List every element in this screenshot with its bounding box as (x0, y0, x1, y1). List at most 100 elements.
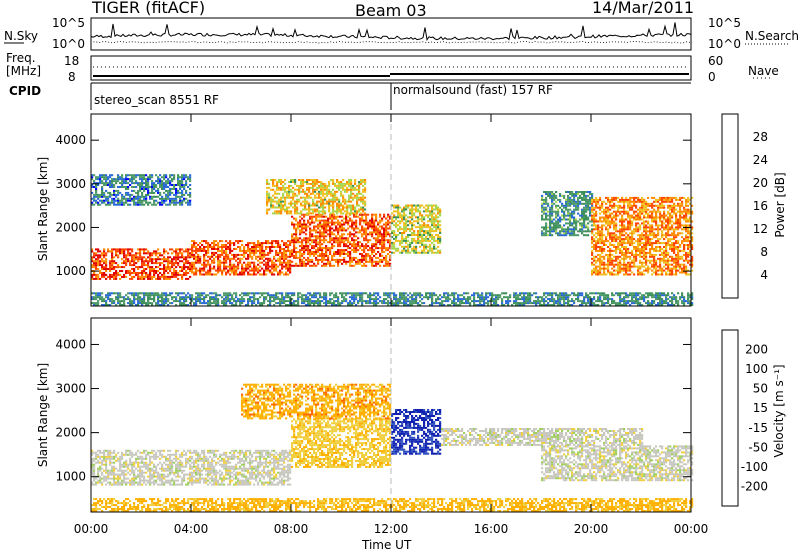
echo-cell (266, 205, 268, 207)
echo-cell (330, 199, 332, 201)
echo-cell (573, 228, 575, 230)
echo-cell (367, 255, 369, 257)
echo-cell (175, 262, 177, 264)
echo-cell (233, 248, 235, 250)
echo-cell (311, 239, 313, 241)
echo-cell (397, 212, 399, 214)
echo-cell (583, 222, 585, 224)
echo-cell (685, 260, 687, 262)
echo-cell (613, 256, 615, 258)
echo-cell (551, 228, 553, 230)
echo-cell (379, 243, 381, 245)
echo-cell (381, 235, 383, 237)
echo-cell (285, 258, 287, 260)
echo-cell (661, 232, 663, 234)
echo-cell (605, 203, 607, 205)
echo-cell (143, 262, 145, 264)
echo-cell (669, 260, 671, 262)
echo-cell (429, 234, 431, 236)
echo-cell (293, 255, 295, 257)
echo-cell (541, 232, 543, 234)
echo-cell (347, 220, 349, 222)
echo-cell (619, 228, 621, 230)
echo-cell (655, 217, 657, 219)
echo-cell (187, 272, 189, 274)
echo-cell (675, 234, 677, 236)
echo-cell (391, 232, 393, 234)
echo-cell (282, 181, 284, 183)
echo-cell (401, 209, 403, 211)
echo-cell (569, 209, 571, 211)
echo-cell (291, 255, 293, 257)
echo-cell (575, 209, 577, 211)
echo-cell (299, 249, 301, 251)
echo-cell (113, 278, 115, 280)
echo-cell (611, 262, 613, 264)
echo-cell (321, 239, 323, 241)
echo-cell (623, 207, 625, 209)
echo-cell (95, 268, 97, 270)
echo-cell (95, 298, 97, 300)
echo-cell (651, 205, 653, 207)
echo-cell (637, 219, 639, 221)
echo-cell (352, 209, 354, 211)
echo-cell (320, 183, 322, 185)
echo-cell (365, 231, 367, 233)
echo-cell (685, 211, 687, 213)
echo-cell (155, 252, 157, 254)
echo-cell (635, 254, 637, 256)
echo-cell (543, 209, 545, 211)
echo-cell (324, 210, 326, 212)
echo-cell (635, 217, 637, 219)
echo-cell (371, 216, 373, 218)
echo-cell (213, 268, 215, 270)
echo-cell (145, 276, 147, 278)
echo-cell (225, 254, 227, 256)
echo-cell (679, 256, 681, 258)
echo-cell (278, 210, 280, 212)
echo-cell (387, 231, 389, 233)
echo-cell (297, 265, 299, 267)
echo-cell (298, 187, 300, 189)
echo-cell (401, 250, 403, 252)
echo-cell (429, 250, 431, 252)
echo-cell (185, 250, 187, 252)
echo-cell (300, 183, 302, 185)
echo-cell (203, 250, 205, 252)
echo-cell (563, 197, 565, 199)
echo-cell (171, 292, 173, 294)
echo-cell (299, 224, 301, 226)
echo-cell (313, 265, 315, 267)
echo-cell (326, 193, 328, 195)
echo-cell (411, 216, 413, 218)
echo-cell (667, 224, 669, 226)
echo-cell (245, 250, 247, 252)
echo-cell (409, 209, 411, 211)
echo-cell (651, 219, 653, 221)
echo-cell (403, 222, 405, 224)
echo-cell (637, 213, 639, 215)
echo-cell (601, 226, 603, 228)
echo-cell (359, 253, 361, 255)
echo-cell (673, 213, 675, 215)
echo-cell (165, 250, 167, 252)
echo-cell (657, 199, 659, 201)
echo-cell (315, 241, 317, 243)
echo-cell (189, 296, 191, 298)
echo-cell (641, 209, 643, 211)
echo-cell (401, 238, 403, 240)
echo-cell (437, 238, 439, 240)
echo-cell (135, 272, 137, 274)
echo-cell (685, 240, 687, 242)
echo-cell (332, 201, 334, 203)
echo-cell (361, 233, 363, 235)
echo-cell (229, 242, 231, 244)
echo-cell (319, 247, 321, 249)
echo-cell (334, 195, 336, 197)
echo-cell (649, 242, 651, 244)
echo-cell (266, 197, 268, 199)
echo-cell (377, 222, 379, 224)
echo-cell (607, 232, 609, 234)
echo-cell (397, 240, 399, 242)
echo-cell (407, 207, 409, 209)
